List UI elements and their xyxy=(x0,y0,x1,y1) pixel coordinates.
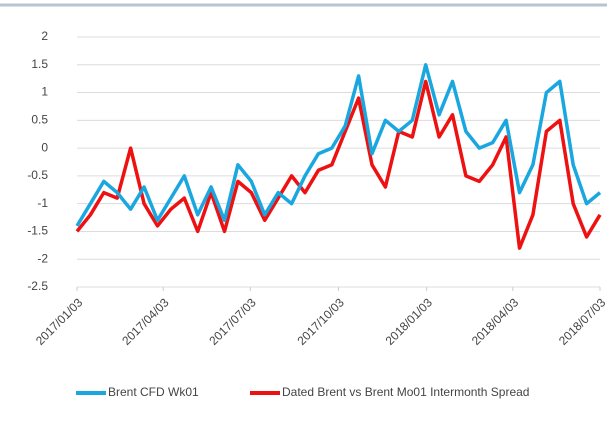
y-tick-label: -0.5 xyxy=(27,168,48,182)
legend-item: Brent CFD Wk01 xyxy=(76,385,199,399)
y-tick-label: -1.5 xyxy=(27,224,48,238)
y-tick-label: 2 xyxy=(41,29,48,43)
x-tick-label: 2018/07/03 xyxy=(556,295,607,348)
y-tick-label: 1 xyxy=(41,85,48,99)
series-line xyxy=(75,79,602,250)
x-tick-label: 2018/01/03 xyxy=(383,295,436,348)
y-tick-label: 0 xyxy=(41,140,48,154)
y-tick-label: 1.5 xyxy=(31,57,48,71)
x-tick-label: 2018/04/03 xyxy=(469,295,522,348)
x-tick-label: 2017/10/03 xyxy=(294,295,347,348)
legend-label: Dated Brent vs Brent Mo01 Intermonth Spr… xyxy=(282,385,529,399)
y-tick-label: -2 xyxy=(37,251,48,265)
x-tick-label: 2017/01/03 xyxy=(33,295,86,348)
y-tick-label: 0.5 xyxy=(31,113,48,127)
legend-item: Dated Brent vs Brent Mo01 Intermonth Spr… xyxy=(250,385,529,399)
legend-label: Brent CFD Wk01 xyxy=(108,385,199,399)
y-tick-label: -2.5 xyxy=(27,279,48,293)
y-tick-label: -1 xyxy=(37,196,48,210)
series-line xyxy=(75,63,602,227)
x-tick-label: 2017/07/03 xyxy=(206,295,259,348)
x-tick-label: 2017/04/03 xyxy=(119,295,172,348)
